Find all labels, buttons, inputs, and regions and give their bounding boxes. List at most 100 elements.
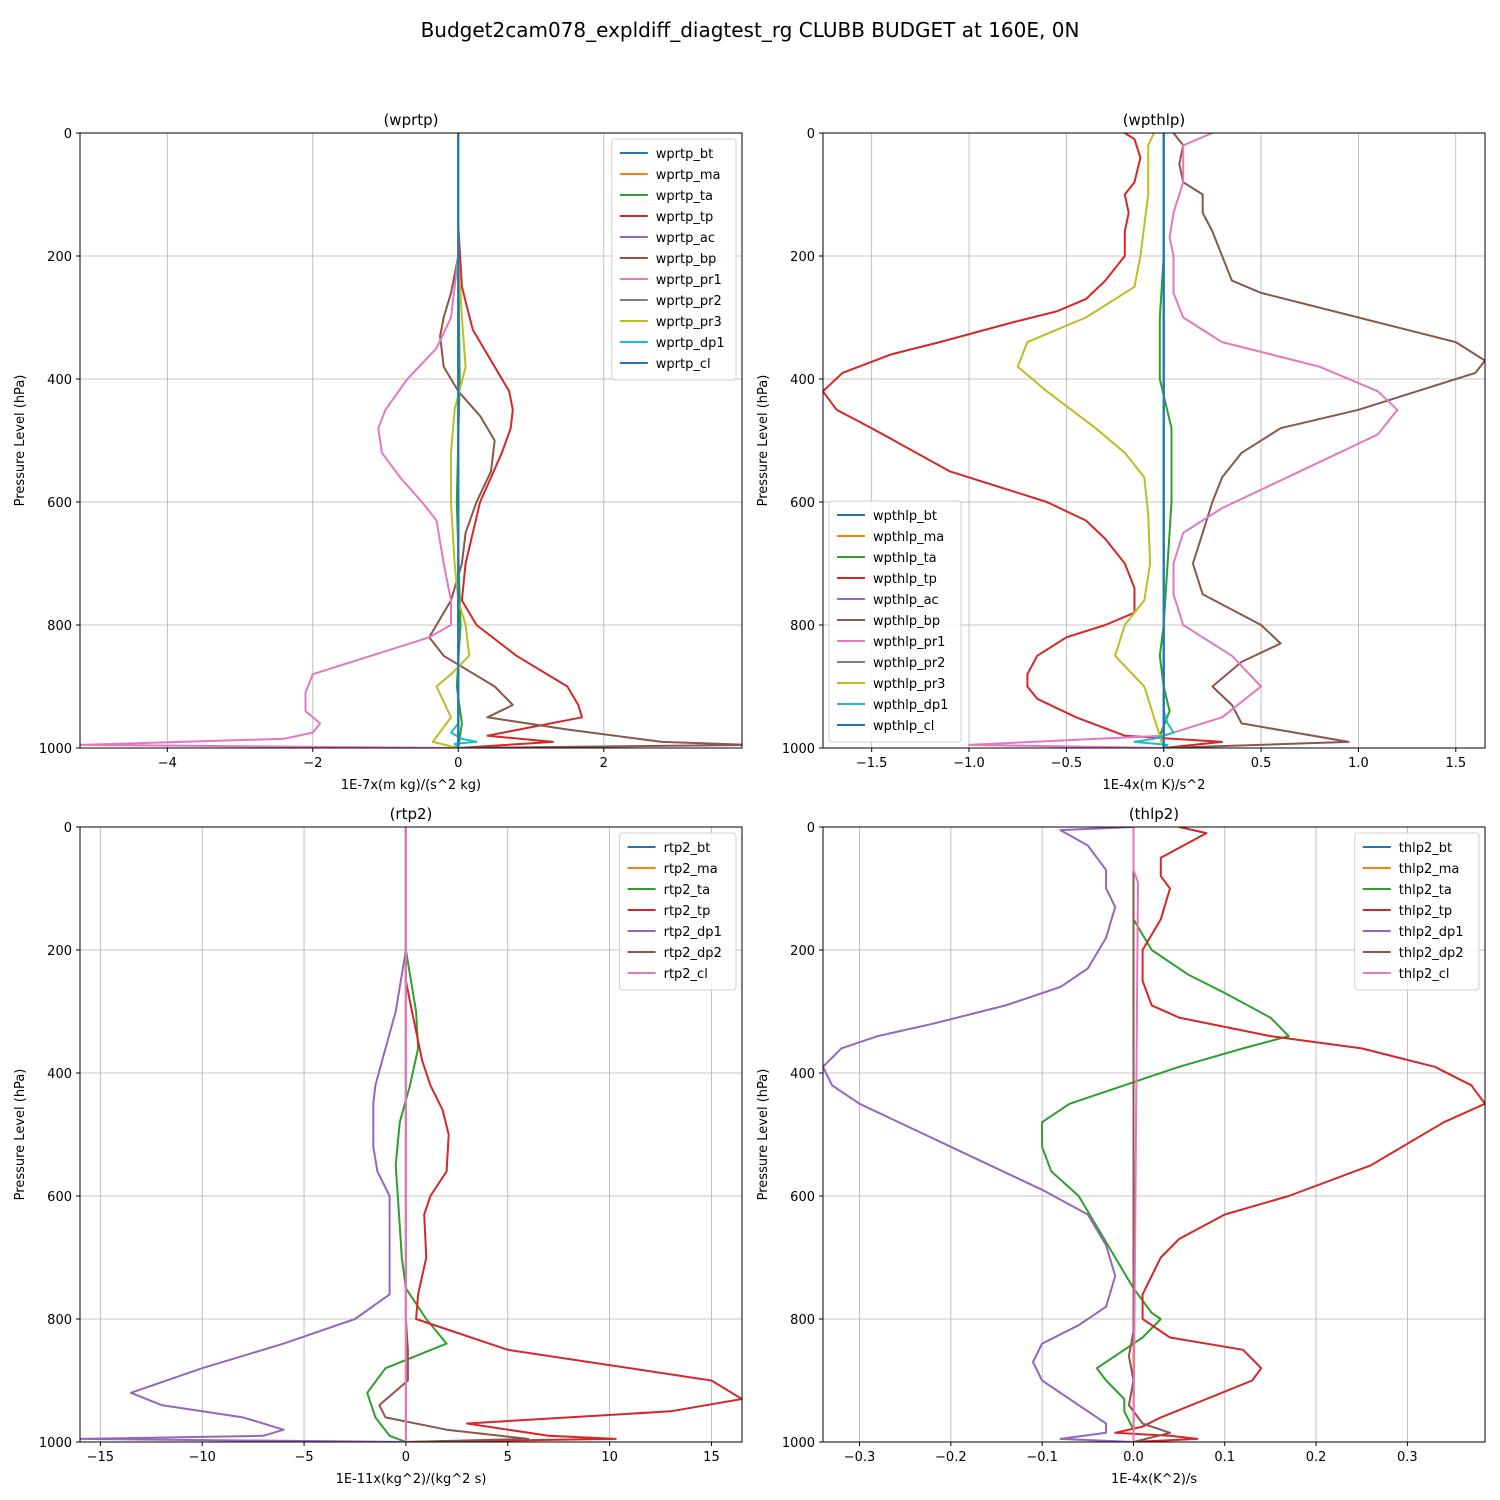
series-thlp2-ta [1041,827,1290,1442]
rtp2-ylabel: Pressure Level (hPa) [13,1069,28,1201]
legend-label-wpthlp-bt: wpthlp_bt [873,509,937,524]
legend-label-wpthlp-dp1: wpthlp_dp1 [873,698,948,713]
rtp2-xtick-label: 5 [504,1450,512,1465]
wpthlp-ytick-label: 0 [807,127,815,142]
legend-label-wprtp-ac: wprtp_ac [656,231,715,246]
thlp2-ytick-label: 0 [807,821,815,836]
panel-thlp2: −0.3 −0.2 −0.1 0.0 0.1 0.2 0.3 0 200 400 600 800 100… [756,805,1486,1487]
thlp2-xtick-label: −0.1 [1026,1450,1058,1465]
series-wpthlp-pr1 [968,133,1399,748]
thlp2-legend-box [1354,832,1480,991]
rtp2-ytick-label: 400 [47,1067,72,1082]
legend-label-wprtp-pr2: wprtp_pr2 [656,294,722,309]
series-wpthlp-bp [1163,133,1485,748]
wprtp-legend-box [611,138,737,381]
thlp2-xtick-label: −0.2 [935,1450,967,1465]
series-wprtp-pr3 [431,133,471,748]
legend-label-wpthlp-tp: wpthlp_tp [873,572,937,587]
thlp2-xtick-label: 0.2 [1306,1450,1327,1465]
series-wpthlp-tp [823,133,1224,748]
legend-label-wpthlp-pr3: wpthlp_pr3 [873,677,945,692]
legend-label-thlp2-bt: thlp2_bt [1399,841,1452,856]
thlp2-axes-frame [822,826,1486,1443]
series-wpthlp-dp1 [1133,133,1175,748]
wprtp-ytick-label: 1000 [39,742,72,757]
panel-wprtp: −4 −2 0 2 0 200 400 600 800 1000 (wprtp) 1E-7x(m kg… [13,111,743,793]
rtp2-ytick-label: 1000 [39,1436,72,1451]
wpthlp-ytick-label: 400 [790,373,815,388]
legend-label-thlp2-tp: thlp2_tp [1399,904,1452,919]
legend-label-wpthlp-ta: wpthlp_ta [873,551,937,566]
wpthlp-xtick-label: 0.0 [1153,756,1174,771]
wpthlp-xlabel: 1E-4x(m K)/s^2 [1103,778,1206,793]
series-thlp2-dp2 [1127,827,1171,1442]
series-wpthlp-pr3 [1016,133,1165,748]
rtp2-xtick-label: 15 [703,1450,720,1465]
legend-label-rtp2-dp1: rtp2_dp1 [664,925,722,940]
thlp2-ytick-label: 600 [790,1190,815,1205]
thlp2-xlabel: 1E-4x(K^2)/s [1111,1472,1197,1487]
thlp2-ytick-label: 1000 [782,1436,815,1451]
legend-label-rtp2-ta: rtp2_ta [664,883,711,898]
series-thlp2-dp1 [823,827,1134,1442]
wprtp-ytick-label: 600 [47,496,72,511]
legend-label-rtp2-bt: rtp2_bt [664,841,711,856]
wpthlp-legend-box [828,500,962,743]
wpthlp-xtick-label: 1.5 [1445,756,1466,771]
legend-label-rtp2-ma: rtp2_ma [664,862,718,877]
legend-label-thlp2-ma: thlp2_ma [1399,862,1460,877]
series-thlp2-tp [1114,827,1485,1442]
legend-label-wprtp-cl: wprtp_cl [656,357,711,372]
legend-label-rtp2-tp: rtp2_tp [664,904,711,919]
wprtp-xtick-label: −2 [303,756,322,771]
series-wprtp-bp [428,133,742,748]
wpthlp-ylabel: Pressure Level (hPa) [756,375,771,507]
wprtp-ytick-label: 200 [47,250,72,265]
thlp2-ytick-label: 800 [790,1313,815,1328]
series-rtp2-dp1 [80,827,407,1442]
wpthlp-xtick-label: 1.0 [1348,756,1369,771]
rtp2-xtick-label: 10 [601,1450,618,1465]
series-wprtp-dp1 [450,133,478,748]
rtp2-ytick-label: 600 [47,1190,72,1205]
wprtp-ylabel: Pressure Level (hPa) [13,375,28,507]
rtp2-ytick-label: 0 [64,821,72,836]
wpthlp-ytick-label: 800 [790,619,815,634]
wprtp-title: (wprtp) [383,111,438,129]
wpthlp-ytick-label: 1000 [782,742,815,757]
legend-label-wpthlp-bp: wpthlp_bp [873,614,940,629]
wprtp-legend: wprtp_bt wprtp_ma wprtp_ta wprtp_tp wprtp_ac… [611,138,737,381]
thlp2-ylabel: Pressure Level (hPa) [756,1069,771,1201]
thlp2-ytick-label: 200 [790,944,815,959]
wpthlp-ytick-label: 200 [790,250,815,265]
legend-label-thlp2-dp1: thlp2_dp1 [1399,925,1464,940]
legend-label-wprtp-bt: wprtp_bt [656,147,713,162]
rtp2-ytick-label: 200 [47,944,72,959]
thlp2-xtick-label: 0.3 [1397,1450,1418,1465]
wpthlp-xtick-label: −1.0 [953,756,985,771]
rtp2-xtick-label: −10 [188,1450,215,1465]
legend-label-wprtp-ta: wprtp_ta [656,189,713,204]
legend-label-thlp2-cl: thlp2_cl [1399,967,1450,982]
legend-label-thlp2-ta: thlp2_ta [1399,883,1452,898]
legend-label-wprtp-tp: wprtp_tp [656,210,713,225]
wprtp-ytick-label: 0 [64,127,72,142]
wprtp-axes-frame [79,132,743,749]
rtp2-legend: rtp2_bt rtp2_ma rtp2_ta rtp2_tp rtp2_dp1 rtp2… [619,832,737,991]
wprtp-ytick-label: 400 [47,373,72,388]
rtp2-ytick-label: 800 [47,1313,72,1328]
legend-label-wprtp-pr1: wprtp_pr1 [656,273,722,288]
wpthlp-xtick-label: 0.5 [1251,756,1272,771]
rtp2-title: (rtp2) [390,805,433,823]
rtp2-axes-frame [79,826,743,1443]
legend-label-wpthlp-pr2: wpthlp_pr2 [873,656,945,671]
figure-suptitle: Budget2cam078_expldiff_diagtest_rg CLUBB… [421,18,1080,42]
legend-label-wprtp-pr3: wprtp_pr3 [656,315,722,330]
wpthlp-ytick-label: 600 [790,496,815,511]
wpthlp-legend: wpthlp_bt wpthlp_ma wpthlp_ta wpthlp_tpwpth… [828,500,962,743]
wprtp-ytick-label: 800 [47,619,72,634]
thlp2-xtick-label: −0.3 [844,1450,876,1465]
wpthlp-title: (wpthlp) [1123,111,1186,129]
legend-label-rtp2-dp2: rtp2_dp2 [664,946,722,961]
